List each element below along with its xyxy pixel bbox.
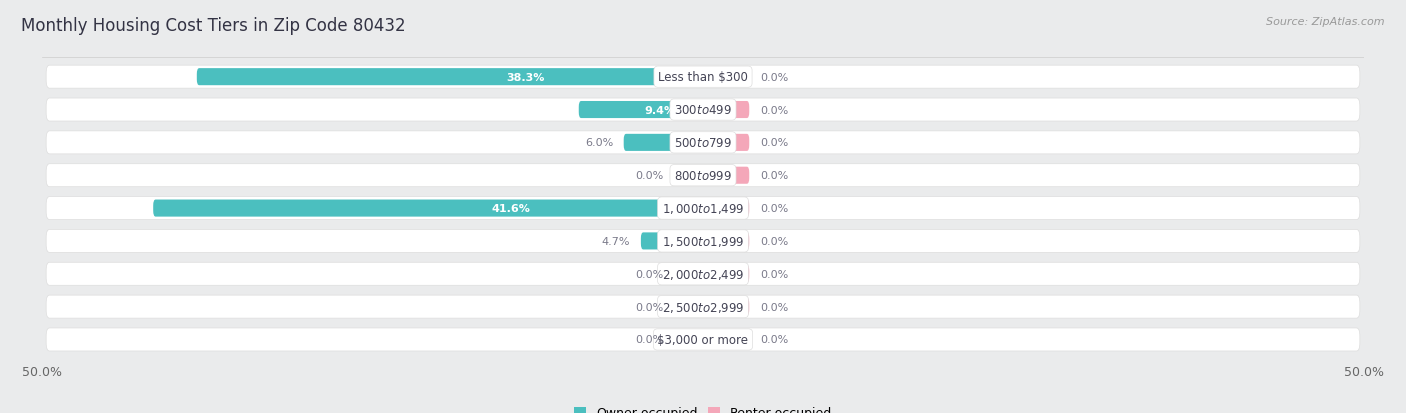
Text: 0.0%: 0.0% (636, 269, 664, 279)
FancyBboxPatch shape (703, 266, 749, 282)
Text: 38.3%: 38.3% (506, 73, 546, 83)
Text: 0.0%: 0.0% (759, 236, 789, 246)
FancyBboxPatch shape (703, 69, 749, 86)
Legend: Owner-occupied, Renter-occupied: Owner-occupied, Renter-occupied (574, 406, 832, 413)
Text: $2,500 to $2,999: $2,500 to $2,999 (662, 300, 744, 314)
Text: 0.0%: 0.0% (759, 105, 789, 115)
FancyBboxPatch shape (669, 298, 703, 316)
FancyBboxPatch shape (46, 295, 1360, 318)
Text: $300 to $499: $300 to $499 (673, 104, 733, 117)
FancyBboxPatch shape (624, 135, 703, 152)
FancyBboxPatch shape (669, 266, 703, 282)
Text: Source: ZipAtlas.com: Source: ZipAtlas.com (1267, 17, 1385, 26)
Text: Monthly Housing Cost Tiers in Zip Code 80432: Monthly Housing Cost Tiers in Zip Code 8… (21, 17, 406, 34)
Text: 4.7%: 4.7% (602, 236, 630, 246)
FancyBboxPatch shape (197, 69, 703, 86)
Text: 6.0%: 6.0% (585, 138, 613, 148)
FancyBboxPatch shape (703, 200, 749, 217)
FancyBboxPatch shape (669, 331, 703, 348)
Text: $800 to $999: $800 to $999 (673, 169, 733, 182)
FancyBboxPatch shape (46, 230, 1360, 253)
Text: 0.0%: 0.0% (636, 171, 664, 181)
FancyBboxPatch shape (703, 298, 749, 316)
Text: 41.6%: 41.6% (491, 204, 530, 214)
Text: $500 to $799: $500 to $799 (673, 137, 733, 150)
Text: 0.0%: 0.0% (759, 269, 789, 279)
FancyBboxPatch shape (46, 197, 1360, 220)
Text: $2,000 to $2,499: $2,000 to $2,499 (662, 267, 744, 281)
Text: 0.0%: 0.0% (636, 335, 664, 344)
FancyBboxPatch shape (46, 99, 1360, 122)
FancyBboxPatch shape (641, 233, 703, 250)
FancyBboxPatch shape (703, 233, 749, 250)
FancyBboxPatch shape (46, 164, 1360, 187)
FancyBboxPatch shape (703, 135, 749, 152)
FancyBboxPatch shape (46, 263, 1360, 285)
FancyBboxPatch shape (46, 328, 1360, 351)
Text: 0.0%: 0.0% (636, 302, 664, 312)
Text: $3,000 or more: $3,000 or more (658, 333, 748, 346)
FancyBboxPatch shape (153, 200, 703, 217)
Text: 9.4%: 9.4% (644, 105, 675, 115)
FancyBboxPatch shape (703, 331, 749, 348)
Text: 0.0%: 0.0% (759, 204, 789, 214)
FancyBboxPatch shape (703, 167, 749, 184)
Text: 0.0%: 0.0% (759, 171, 789, 181)
Text: 0.0%: 0.0% (759, 73, 789, 83)
FancyBboxPatch shape (46, 132, 1360, 154)
Text: 0.0%: 0.0% (759, 138, 789, 148)
Text: $1,500 to $1,999: $1,500 to $1,999 (662, 234, 744, 248)
Text: 0.0%: 0.0% (759, 335, 789, 344)
Text: $1,000 to $1,499: $1,000 to $1,499 (662, 202, 744, 216)
FancyBboxPatch shape (669, 167, 703, 184)
FancyBboxPatch shape (46, 66, 1360, 89)
Text: Less than $300: Less than $300 (658, 71, 748, 84)
Text: 0.0%: 0.0% (759, 302, 789, 312)
FancyBboxPatch shape (579, 102, 703, 119)
FancyBboxPatch shape (703, 102, 749, 119)
